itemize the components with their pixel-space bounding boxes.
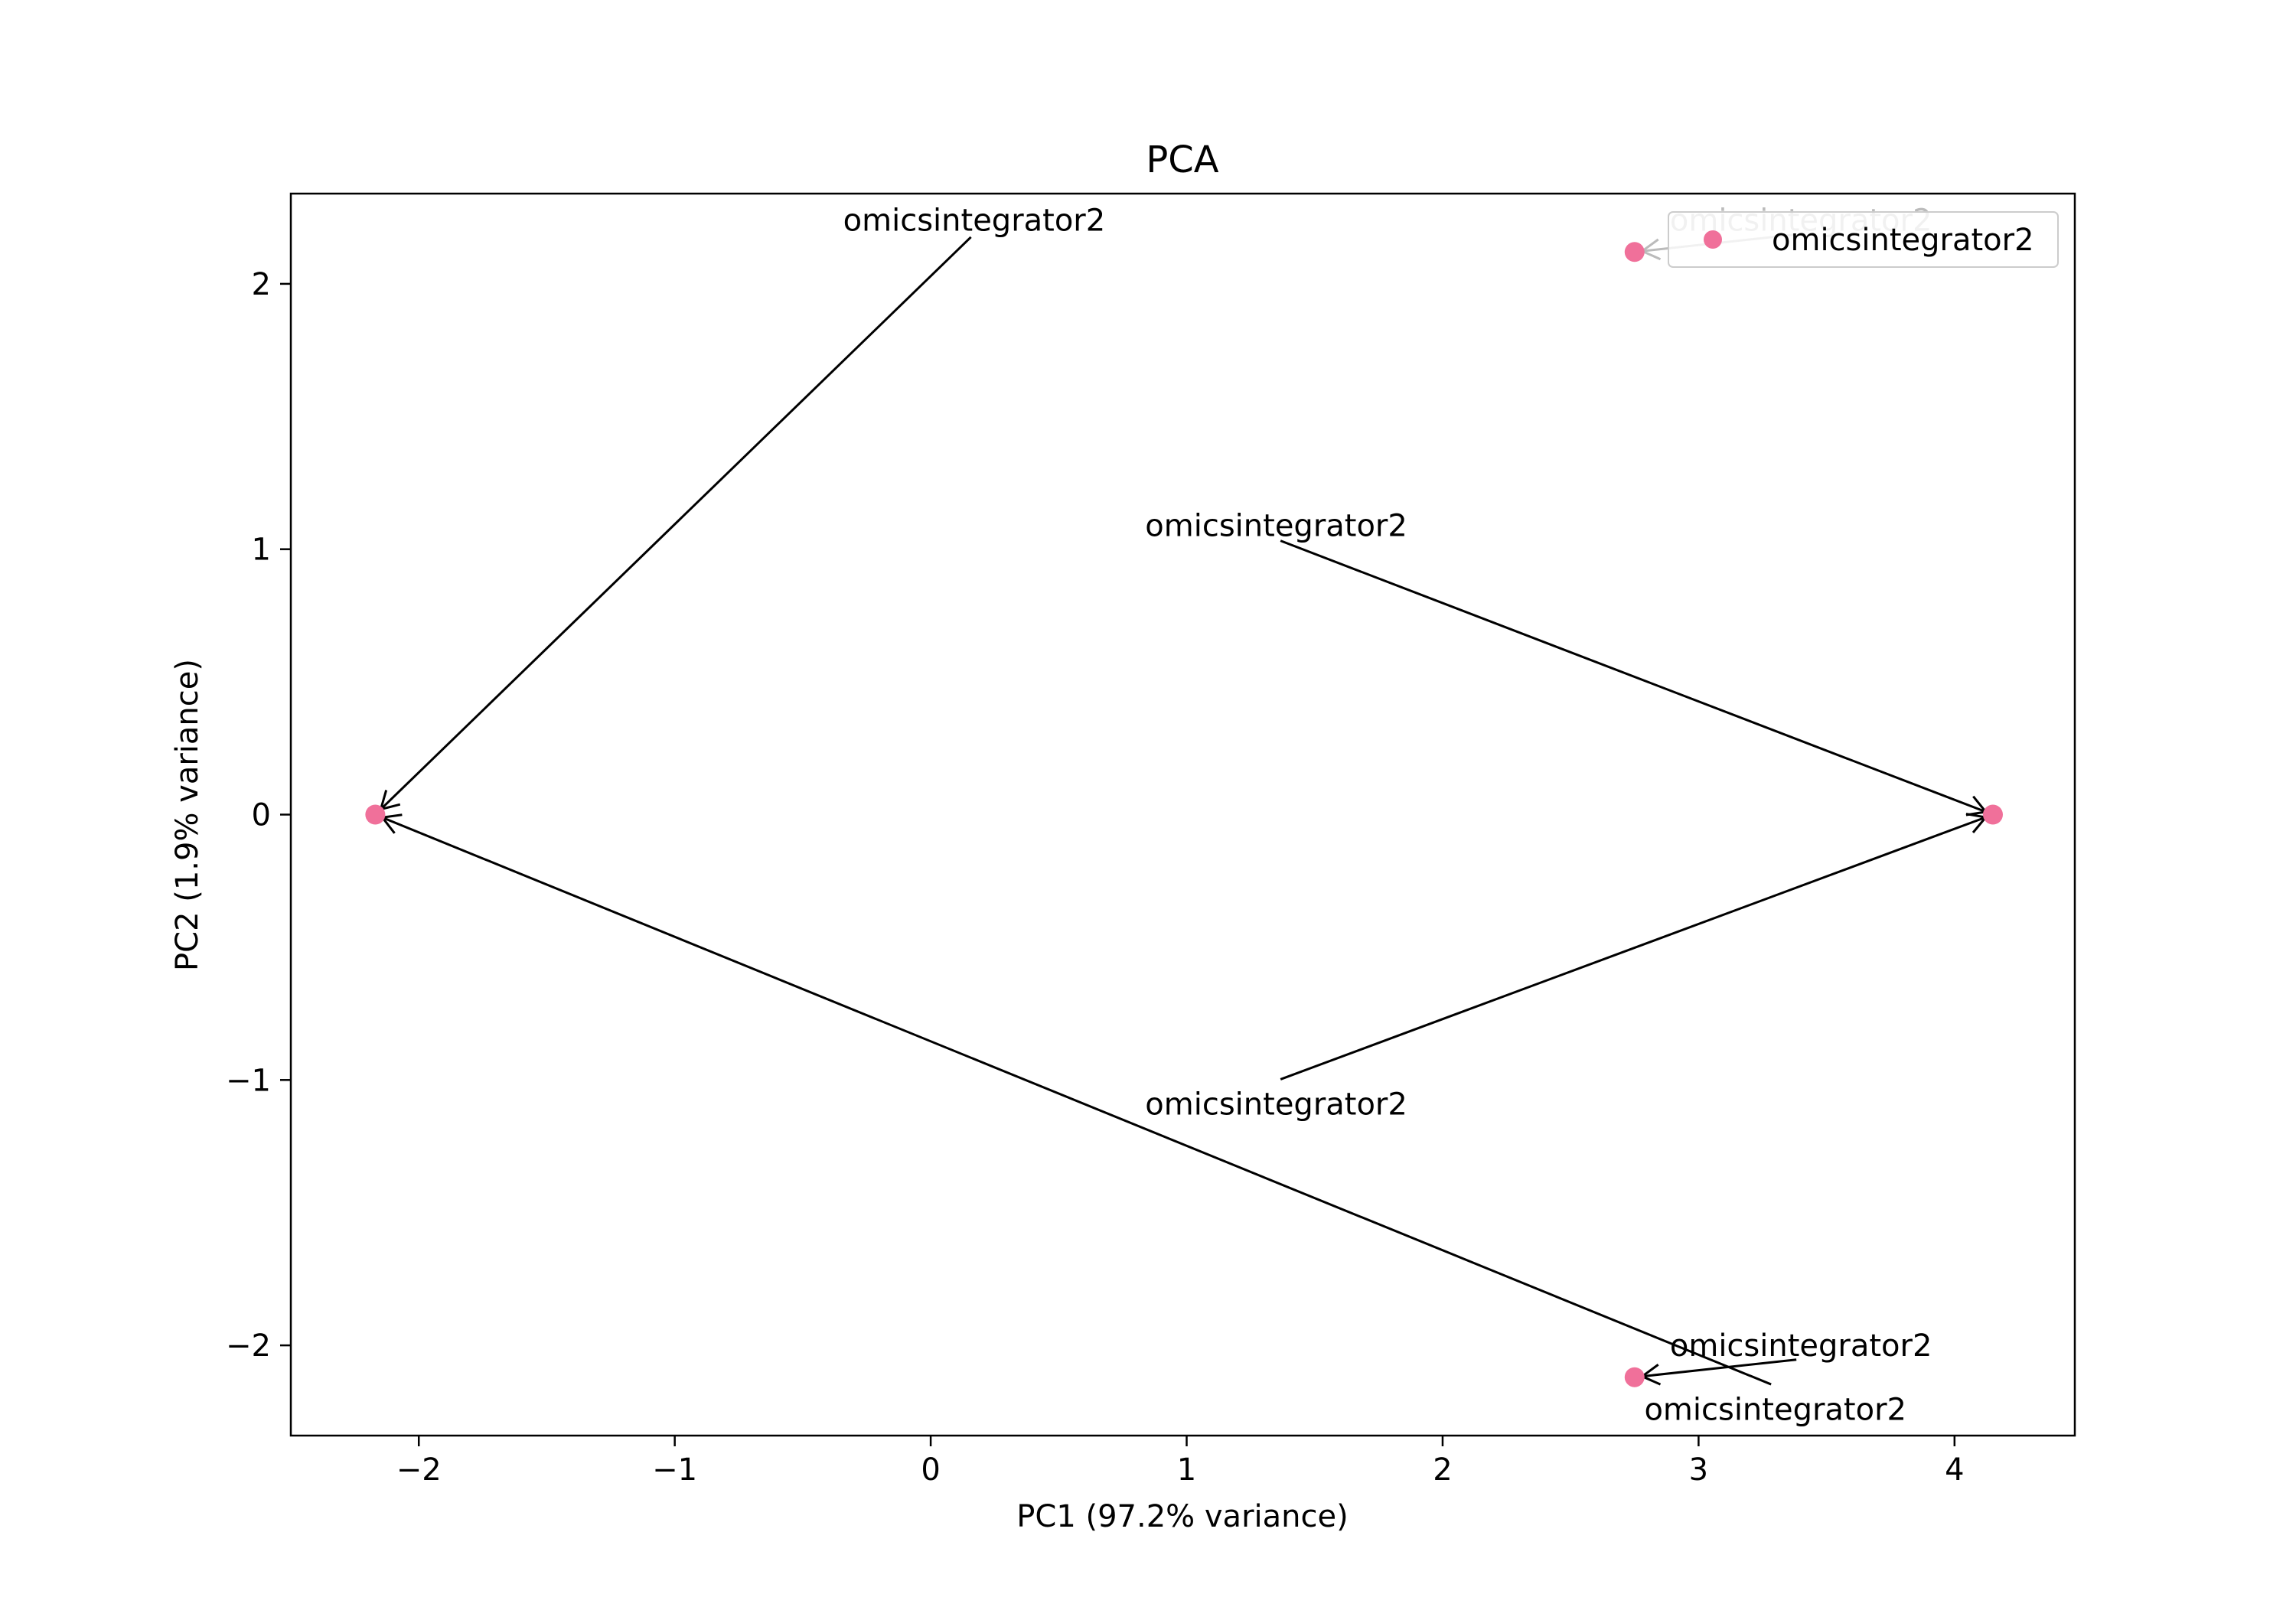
annotation-arrow-line: [1280, 816, 1987, 1081]
y-tick-label: 1: [252, 533, 271, 568]
y-tick-label: −2: [226, 1328, 271, 1364]
annotation-arrow-line: [1280, 539, 1987, 813]
annotation-label: omicsintegrator2: [1145, 508, 1407, 543]
x-tick-label: 3: [1689, 1452, 1708, 1488]
y-axis-label: PC2 (1.9% variance): [170, 659, 205, 971]
y-axis-ticks: −2 −1 0 1 2: [226, 267, 291, 1364]
annotation-arrow-line: [1642, 1358, 1797, 1378]
scatter-series: [365, 242, 2003, 1387]
annotation-arrow-line: [380, 236, 972, 810]
annotation-label: omicsintegrator2: [1670, 1328, 1932, 1364]
x-tick-label: 4: [1945, 1452, 1964, 1488]
x-tick-label: 1: [1177, 1452, 1196, 1488]
x-tick-label: −1: [652, 1452, 697, 1488]
scatter-point: [1982, 804, 2003, 825]
x-tick-label: −2: [396, 1452, 442, 1488]
data-points: [365, 242, 2003, 1387]
y-tick-label: 2: [252, 267, 271, 302]
legend: omicsintegrator2: [1668, 211, 2059, 268]
annotation-arrow-line: [382, 816, 1772, 1386]
y-tick-label: 0: [252, 798, 271, 833]
legend-frame: [1668, 211, 2059, 268]
annotation-label: omicsintegrator2: [1644, 1392, 1906, 1427]
y-tick-label: −1: [226, 1063, 271, 1098]
x-axis-ticks: −2 −1 0 1 2 3 4: [396, 1436, 1965, 1488]
x-tick-label: 0: [921, 1452, 940, 1488]
scatter-point: [365, 804, 386, 825]
x-axis-label: PC1 (97.2% variance): [1016, 1499, 1348, 1534]
scatter-point: [1624, 242, 1645, 262]
x-tick-label: 2: [1433, 1452, 1452, 1488]
annotation-label: omicsintegrator2: [1145, 1087, 1407, 1123]
legend-marker: [1704, 230, 1722, 249]
chart-title: PCA: [1146, 139, 1218, 181]
scatter-point: [1624, 1367, 1645, 1387]
annotation-layer: omicsintegrator2 omicsintegrator2 omicsint…: [379, 204, 1988, 1427]
legend-label: omicsintegrator2: [1772, 223, 2034, 258]
annotation-label: omicsintegrator2: [843, 204, 1106, 239]
